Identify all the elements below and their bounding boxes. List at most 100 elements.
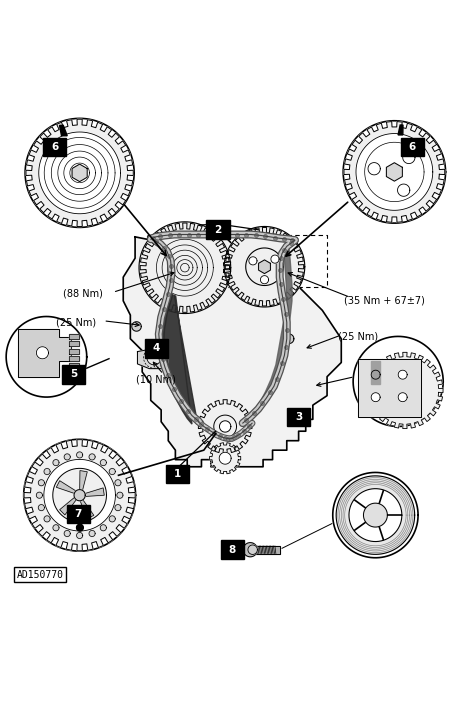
Text: AD150770: AD150770 bbox=[17, 570, 64, 580]
Polygon shape bbox=[167, 250, 202, 285]
Polygon shape bbox=[115, 505, 121, 510]
Polygon shape bbox=[139, 222, 231, 313]
Polygon shape bbox=[6, 316, 87, 397]
Polygon shape bbox=[349, 489, 402, 542]
Polygon shape bbox=[371, 393, 380, 402]
Polygon shape bbox=[117, 492, 123, 498]
Polygon shape bbox=[53, 468, 107, 522]
Polygon shape bbox=[84, 488, 104, 496]
Polygon shape bbox=[70, 163, 90, 183]
Polygon shape bbox=[36, 347, 48, 359]
Polygon shape bbox=[343, 121, 446, 223]
Text: 6: 6 bbox=[51, 142, 58, 152]
Polygon shape bbox=[224, 227, 305, 307]
Polygon shape bbox=[248, 545, 257, 554]
Text: 7: 7 bbox=[74, 509, 82, 519]
Text: 1: 1 bbox=[174, 469, 182, 479]
Polygon shape bbox=[60, 496, 77, 515]
Polygon shape bbox=[173, 256, 197, 280]
Polygon shape bbox=[259, 260, 270, 273]
Polygon shape bbox=[38, 505, 45, 510]
Polygon shape bbox=[243, 543, 257, 557]
Polygon shape bbox=[36, 492, 43, 498]
Polygon shape bbox=[271, 255, 279, 263]
Polygon shape bbox=[398, 370, 407, 379]
Polygon shape bbox=[69, 371, 80, 376]
Polygon shape bbox=[177, 260, 193, 276]
Text: (35 Nm + 67±7): (35 Nm + 67±7) bbox=[344, 296, 424, 306]
Polygon shape bbox=[59, 126, 67, 136]
Polygon shape bbox=[56, 481, 77, 493]
Text: (88 Nm): (88 Nm) bbox=[63, 289, 103, 299]
Polygon shape bbox=[353, 337, 443, 426]
Polygon shape bbox=[137, 347, 168, 369]
Polygon shape bbox=[386, 162, 402, 181]
Polygon shape bbox=[24, 440, 135, 551]
Polygon shape bbox=[210, 443, 241, 474]
Polygon shape bbox=[44, 138, 115, 208]
Polygon shape bbox=[225, 227, 304, 306]
Text: (25 Nm): (25 Nm) bbox=[56, 317, 96, 327]
Polygon shape bbox=[64, 530, 70, 537]
Polygon shape bbox=[160, 249, 198, 424]
Polygon shape bbox=[100, 460, 106, 466]
Polygon shape bbox=[254, 249, 292, 412]
Polygon shape bbox=[260, 275, 269, 284]
Polygon shape bbox=[371, 361, 380, 383]
Polygon shape bbox=[344, 121, 445, 222]
Polygon shape bbox=[147, 351, 161, 365]
FancyBboxPatch shape bbox=[166, 465, 189, 483]
Polygon shape bbox=[356, 133, 433, 210]
Text: (10 Nm): (10 Nm) bbox=[137, 374, 176, 384]
Polygon shape bbox=[109, 469, 115, 474]
Polygon shape bbox=[53, 525, 59, 531]
Text: 4: 4 bbox=[153, 343, 160, 353]
Polygon shape bbox=[249, 257, 257, 265]
Polygon shape bbox=[368, 162, 380, 175]
Polygon shape bbox=[219, 453, 231, 465]
Text: 2: 2 bbox=[214, 225, 222, 235]
Polygon shape bbox=[77, 525, 83, 531]
Polygon shape bbox=[246, 248, 283, 285]
FancyBboxPatch shape bbox=[67, 505, 90, 523]
Polygon shape bbox=[132, 322, 141, 331]
FancyBboxPatch shape bbox=[401, 138, 424, 156]
Polygon shape bbox=[64, 454, 70, 460]
FancyBboxPatch shape bbox=[145, 339, 168, 357]
Text: 6: 6 bbox=[409, 142, 416, 152]
Polygon shape bbox=[69, 356, 80, 361]
Polygon shape bbox=[140, 223, 229, 312]
Polygon shape bbox=[69, 342, 80, 347]
Polygon shape bbox=[58, 151, 101, 195]
Polygon shape bbox=[214, 415, 237, 438]
FancyBboxPatch shape bbox=[62, 365, 85, 383]
Polygon shape bbox=[357, 359, 420, 417]
Polygon shape bbox=[24, 439, 136, 551]
Polygon shape bbox=[365, 142, 424, 202]
Polygon shape bbox=[44, 460, 116, 531]
Polygon shape bbox=[89, 530, 95, 537]
Polygon shape bbox=[26, 119, 133, 227]
Polygon shape bbox=[336, 476, 415, 554]
Polygon shape bbox=[181, 263, 189, 272]
Polygon shape bbox=[371, 370, 380, 379]
Polygon shape bbox=[398, 125, 403, 135]
Polygon shape bbox=[115, 479, 121, 486]
Polygon shape bbox=[89, 454, 95, 460]
Polygon shape bbox=[284, 334, 294, 344]
Polygon shape bbox=[18, 328, 71, 377]
FancyBboxPatch shape bbox=[221, 540, 244, 559]
Polygon shape bbox=[80, 471, 87, 491]
Polygon shape bbox=[69, 349, 80, 354]
Polygon shape bbox=[64, 157, 95, 189]
Polygon shape bbox=[100, 525, 106, 531]
Text: 5: 5 bbox=[70, 369, 77, 379]
Text: (25 Nm): (25 Nm) bbox=[338, 331, 378, 342]
Polygon shape bbox=[219, 421, 231, 432]
FancyBboxPatch shape bbox=[287, 407, 310, 426]
Polygon shape bbox=[253, 546, 280, 554]
Polygon shape bbox=[77, 452, 82, 458]
Polygon shape bbox=[74, 489, 85, 501]
Polygon shape bbox=[77, 532, 82, 539]
Polygon shape bbox=[199, 400, 252, 453]
